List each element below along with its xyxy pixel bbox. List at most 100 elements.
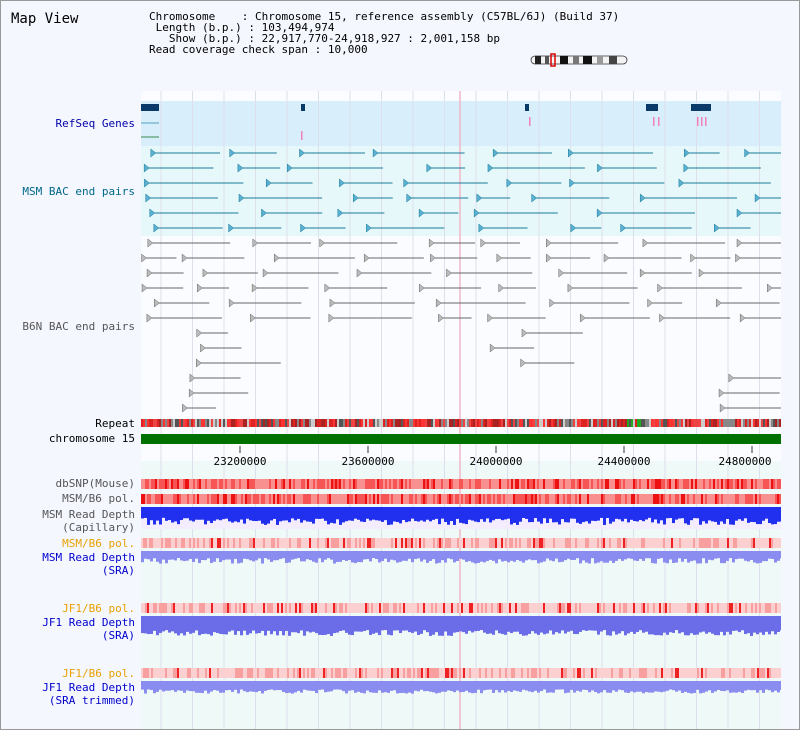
jf1-depth-sra-bar bbox=[282, 616, 285, 636]
jf1-depth-trimmed-bar bbox=[612, 681, 615, 691]
msm-b6-pol-sra-segment bbox=[701, 538, 703, 548]
msm-b6-pol-segment bbox=[149, 494, 151, 504]
jf1-b6-pol-segment bbox=[431, 603, 433, 613]
track-label-jf1-b6-pol-2[interactable]: JF1/B6 pol. bbox=[62, 667, 135, 680]
track-label-msm-depth-sra[interactable]: MSM Read Depth (SRA) bbox=[42, 551, 135, 577]
repeat-segment bbox=[519, 419, 521, 427]
msm-depth-sra-bar bbox=[621, 551, 624, 561]
repeat-segment bbox=[349, 419, 351, 427]
dbsnp-segment bbox=[569, 479, 571, 489]
msm-depth-sra-bar bbox=[516, 551, 519, 561]
jf1-b6-pol-segment bbox=[523, 603, 525, 613]
repeat-segment bbox=[357, 419, 359, 427]
jf1-b6-pol-trimmed-segment bbox=[257, 668, 259, 678]
dbsnp-segment bbox=[633, 479, 635, 489]
jf1-depth-sra-bar bbox=[663, 616, 666, 633]
repeat-segment bbox=[773, 419, 775, 427]
show-value: 22,917,770-24,918,927 : 2,001,158 bp bbox=[261, 32, 501, 45]
repeat-segment bbox=[211, 419, 213, 427]
jf1-b6-pol-trimmed-segment bbox=[747, 668, 749, 678]
msm-depth-sra-bar bbox=[549, 551, 552, 561]
track-label-msm-depth-capillary[interactable]: MSM Read Depth (Capillary) bbox=[42, 508, 135, 534]
msm-b6-pol-segment bbox=[211, 494, 213, 504]
msm-b6-pol-sra-segment bbox=[433, 538, 435, 548]
msm-depth-sra-bar bbox=[573, 551, 576, 560]
jf1-b6-pol-trimmed-segment bbox=[251, 668, 253, 678]
msm-depth-sra-bar bbox=[375, 551, 378, 560]
msm-depth-capillary-bar bbox=[672, 507, 675, 524]
jf1-depth-trimmed-bar bbox=[597, 681, 600, 694]
jf1-depth-sra-bar bbox=[339, 616, 342, 631]
jf1-b6-pol-trimmed-segment bbox=[203, 668, 205, 678]
jf1-depth-sra-bar bbox=[315, 616, 318, 634]
msm-b6-pol-segment bbox=[319, 494, 321, 504]
jf1-depth-trimmed-bar bbox=[255, 681, 258, 693]
b6n-bac-end bbox=[197, 283, 203, 293]
jf1-depth-trimmed-bar bbox=[600, 681, 603, 693]
jf1-depth-trimmed-bar bbox=[303, 681, 306, 690]
track-label-refseq[interactable]: RefSeq Genes bbox=[55, 117, 135, 130]
jf1-b6-pol-trimmed-segment bbox=[717, 668, 719, 678]
track-label-msm-b6-pol-1[interactable]: MSM/B6 pol. bbox=[62, 492, 135, 505]
track-label-repeat[interactable]: Repeat bbox=[95, 417, 135, 430]
dbsnp-segment bbox=[227, 479, 229, 489]
track-label-msm-b6-pol-2[interactable]: MSM/B6 pol. bbox=[62, 537, 135, 550]
msm-b6-pol-sra-segment bbox=[637, 538, 639, 548]
msm-b6-pol-sra-segment bbox=[301, 538, 303, 548]
jf1-b6-pol-segment bbox=[771, 603, 773, 613]
jf1-depth-trimmed-bar bbox=[306, 681, 309, 691]
msm-depth-sra-bar bbox=[591, 551, 594, 559]
jf1-depth-sra-bar bbox=[372, 616, 375, 634]
refseq-gene bbox=[141, 104, 159, 111]
dbsnp-segment bbox=[733, 479, 735, 489]
track-label-msm-bac[interactable]: MSM BAC end pairs bbox=[22, 185, 135, 198]
jf1-depth-sra-bar bbox=[756, 616, 759, 635]
track-plot-area[interactable]: 23200000 23600000 24000000 24400000 24800000 bbox=[141, 91, 783, 730]
track-label-chromosome[interactable]: chromosome 15 bbox=[48, 432, 135, 445]
jf1-b6-pol-trimmed-segment bbox=[481, 668, 483, 678]
track-canvas[interactable]: 23200000 23600000 24000000 24400000 24800000 bbox=[141, 91, 783, 730]
track-label-dbsnp[interactable]: dbSNP(Mouse) bbox=[55, 477, 135, 490]
jf1-b6-pol-trimmed-segment bbox=[501, 668, 503, 678]
msm-b6-pol-segment bbox=[521, 494, 523, 504]
jf1-b6-pol-trimmed-segment bbox=[465, 668, 467, 678]
msm-b6-pol-segment bbox=[341, 494, 343, 504]
jf1-depth-sra-bar bbox=[771, 616, 774, 632]
jf1-depth-sra-bar bbox=[396, 616, 399, 631]
b6n-bac-end bbox=[767, 283, 773, 293]
track-label-b6n-bac[interactable]: B6N BAC end pairs bbox=[22, 320, 135, 333]
jf1-b6-pol-trimmed-segment bbox=[477, 668, 479, 678]
chromosome-ideogram[interactable] bbox=[529, 53, 629, 67]
jf1-depth-trimmed-bar bbox=[654, 681, 657, 692]
dbsnp-segment bbox=[579, 479, 581, 489]
msm-depth-capillary-bar bbox=[333, 507, 336, 524]
msm-b6-pol-sra-segment bbox=[167, 538, 169, 548]
dbsnp-segment bbox=[471, 479, 473, 489]
msm-b6-pol-segment bbox=[587, 494, 589, 504]
dbsnp-segment bbox=[725, 479, 727, 489]
dbsnp-segment bbox=[677, 479, 679, 489]
msm-depth-capillary-bar bbox=[408, 507, 411, 522]
msm-b6-pol-sra-segment bbox=[419, 538, 421, 548]
jf1-b6-pol-trimmed-segment bbox=[721, 668, 723, 678]
jf1-b6-pol-segment bbox=[667, 603, 669, 613]
msm-depth-capillary-bar bbox=[462, 507, 465, 524]
dbsnp-segment bbox=[617, 479, 619, 489]
msm-b6-pol-segment bbox=[457, 494, 459, 504]
track-label-jf1-depth-trim[interactable]: JF1 Read Depth (SRA trimmed) bbox=[42, 681, 135, 707]
msm-b6-pol-sra-segment bbox=[287, 538, 289, 548]
jf1-b6-pol-segment bbox=[235, 603, 237, 613]
jf1-b6-pol-trimmed-segment bbox=[199, 668, 201, 678]
msm-depth-capillary-bar bbox=[681, 507, 684, 519]
msm-b6-pol-sra-segment bbox=[295, 538, 297, 548]
jf1-b6-pol-trimmed-segment bbox=[399, 668, 401, 678]
msm-b6-pol-sra-segment bbox=[485, 538, 487, 548]
jf1-b6-pol-segment bbox=[767, 603, 769, 613]
dbsnp-segment bbox=[687, 479, 689, 489]
jf1-depth-sra-bar bbox=[516, 616, 519, 632]
track-label-jf1-depth-sra[interactable]: JF1 Read Depth (SRA) bbox=[42, 616, 135, 642]
repeat-segment bbox=[713, 419, 715, 427]
jf1-b6-pol-trimmed-segment bbox=[215, 668, 217, 678]
track-label-jf1-b6-pol-1[interactable]: JF1/B6 pol. bbox=[62, 602, 135, 615]
